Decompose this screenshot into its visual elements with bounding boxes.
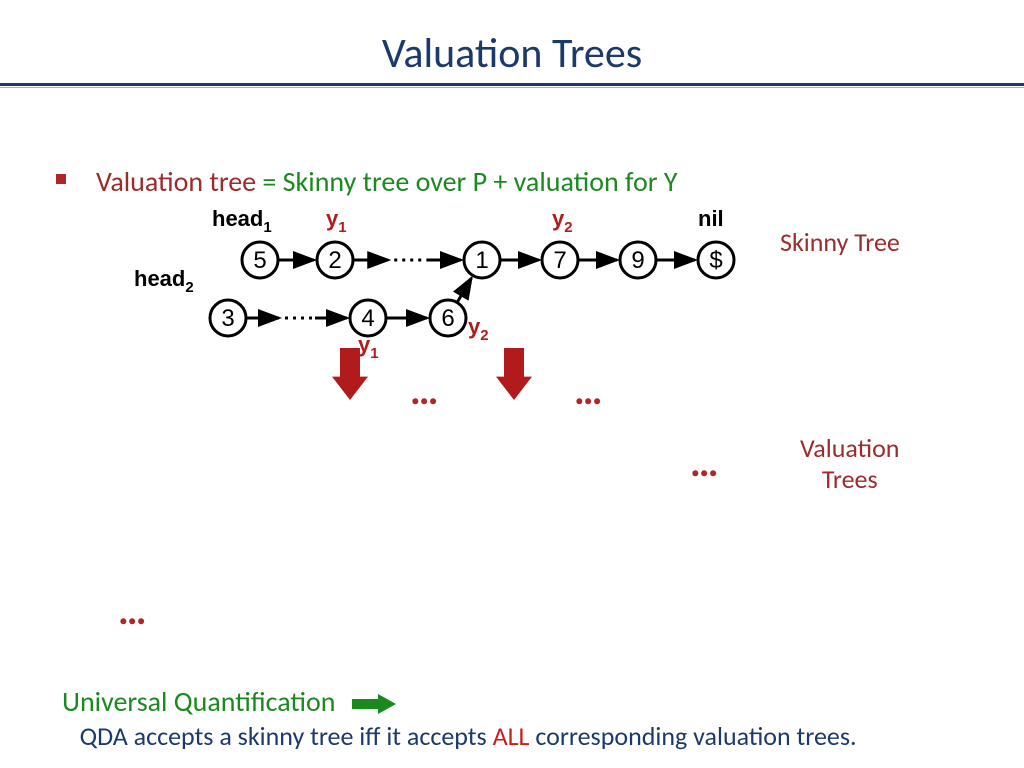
svg-text:6: 6 [441,305,454,332]
bullet-icon [56,174,66,184]
universal-quant-row: Universal Quantification [62,684,400,719]
svg-text:y1: y1 [326,206,347,236]
valuation-trees-l1: Valuation [800,432,899,464]
bullet-rest: = Skinny tree over P + valuation for Y [256,164,677,199]
ellipsis: … [690,438,724,487]
bullet-line: Valuation tree = Skinny tree over P + va… [62,164,678,199]
ellipsis: … [574,366,608,415]
svg-text:y1: y1 [358,332,379,362]
qda-post: corresponding valuation trees. [529,720,856,752]
valuation-trees-l2: Trees [822,463,878,495]
rule-thick [0,83,1024,86]
skinny-tree-label: Skinny Tree [780,226,900,258]
qda-pre: QDA accepts a skinny tree iff it accepts [80,720,493,752]
bullet-lead: Valuation tree [96,164,256,199]
page-title: Valuation Trees [0,28,1024,79]
svg-text:y2: y2 [552,206,573,236]
rule-thin [0,87,1024,88]
svg-text:2: 2 [328,247,341,274]
svg-text:1: 1 [475,247,488,274]
svg-text:9: 9 [631,247,644,274]
arrow-right-icon [350,692,400,716]
title-rule [0,83,1024,91]
svg-text:head1: head1 [212,206,272,236]
svg-text:$: $ [709,247,722,274]
svg-text:3: 3 [221,305,234,332]
svg-text:7: 7 [553,247,566,274]
ellipsis: … [118,586,152,635]
diagram-svg: 5 2 1 7 9 $3 4 6 head1 head2 nil y1 y2 y1 y2 [120,206,760,366]
ellipsis: … [410,366,444,415]
qda-all: ALL [493,720,530,752]
svg-text:head2: head2 [134,266,194,296]
svg-text:y2: y2 [468,314,489,344]
arrows-layer [0,28,1024,768]
svg-text:nil: nil [698,206,724,231]
skinny-tree-diagram: 5 2 1 7 9 $3 4 6 head1 head2 nil y1 y2 y1 y2 [120,206,760,366]
svg-text:4: 4 [361,305,374,332]
qda-statement: QDA accepts a skinny tree iff it accepts… [62,720,942,753]
universal-label: Universal Quantification [62,684,335,719]
valuation-trees-label: Valuation Trees [800,433,899,495]
svg-text:5: 5 [253,247,266,274]
